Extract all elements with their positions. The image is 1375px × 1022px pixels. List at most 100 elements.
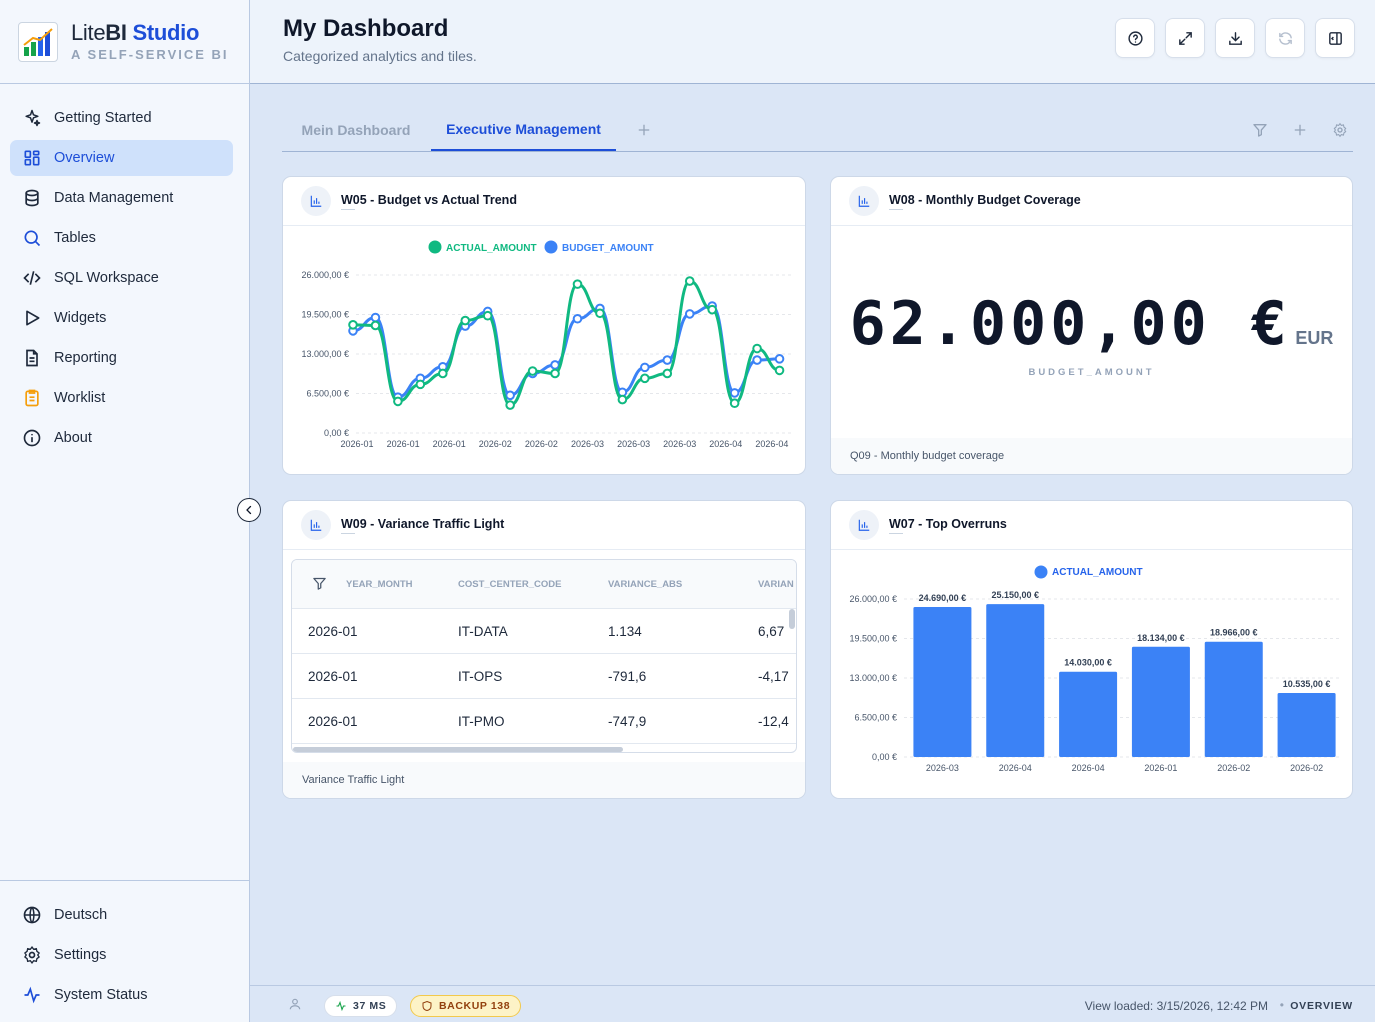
view-loaded-text: View loaded: 3/15/2026, 12:42 PM xyxy=(1084,999,1268,1013)
refresh-button[interactable] xyxy=(1265,18,1305,58)
data-point xyxy=(752,343,762,354)
chart-icon xyxy=(301,186,331,216)
dashboard-settings-button[interactable] xyxy=(1327,118,1353,142)
column-filter-button[interactable] xyxy=(312,576,327,596)
x-tick-label: 2026-03 xyxy=(617,439,650,449)
data-point xyxy=(572,313,583,324)
horizontal-scrollbar[interactable] xyxy=(293,747,623,752)
column-header[interactable]: VARIAN xyxy=(758,579,794,590)
column-header[interactable]: COST_CENTER_CODE xyxy=(458,579,562,590)
sidebar-item-label: Data Management xyxy=(54,190,174,206)
y-tick-label: 6.500,00 € xyxy=(854,713,897,723)
play-icon xyxy=(26,310,40,326)
data-point xyxy=(617,394,628,405)
y-tick-label: 19.500,00 € xyxy=(301,310,349,320)
tab-mein-dashboard[interactable]: Mein Dashboard xyxy=(301,121,411,138)
table-row[interactable]: 2026-01 IT-PMO -747,9 -12,4 xyxy=(292,699,796,744)
y-tick-label: 6.500,00 € xyxy=(306,389,349,399)
x-tick-label: 2026-02 xyxy=(525,439,558,449)
table-cell: IT-PMO xyxy=(458,714,505,729)
x-tick-label: 2026-03 xyxy=(663,439,696,449)
layout-grid-icon xyxy=(24,150,40,166)
data-point xyxy=(370,320,381,331)
y-tick-label: 19.500,00 € xyxy=(849,634,897,644)
fullscreen-button[interactable] xyxy=(1165,18,1205,58)
data-point xyxy=(393,396,403,407)
data-point xyxy=(707,304,717,315)
tab-executive-management[interactable]: Executive Management xyxy=(431,108,616,151)
plus-icon xyxy=(1294,124,1306,136)
x-tick-label: 2026-02 xyxy=(1217,763,1250,773)
data-point xyxy=(684,276,695,286)
table-row[interactable]: 2026-01 IT-DATA 1.134 6,67 xyxy=(292,609,796,654)
search-icon xyxy=(24,230,41,247)
sidebar-nav: Getting Started Overview Data Management Ta… xyxy=(10,100,233,460)
data-point xyxy=(640,362,650,373)
table-cell: 2026-01 xyxy=(308,669,358,684)
sidebar-item-getting-started[interactable]: Getting Started xyxy=(10,100,233,136)
widget-title: W05 - Budget vs Actual Trend xyxy=(341,193,517,210)
activity-icon xyxy=(336,1000,346,1012)
table-cell: -12,4 xyxy=(758,714,789,729)
widget-title: W07 - Top Overruns xyxy=(889,517,1007,534)
legend-swatch xyxy=(544,240,558,254)
toggle-panel-button[interactable] xyxy=(1315,18,1355,58)
app-logo-icon xyxy=(18,21,58,62)
activity-icon xyxy=(24,986,40,1004)
legend-swatch xyxy=(1034,565,1048,579)
x-tick-label: 2026-02 xyxy=(1290,763,1323,773)
widget-w08-card: W08 - Monthly Budget Coverage 62.000,00 … xyxy=(830,176,1353,475)
brand[interactable]: LiteBI Studio A SELF-SERVICE BI xyxy=(0,0,249,84)
dashboard-tabs: Mein Dashboard Executive Management xyxy=(282,108,1353,152)
sidebar-item-label: Tables xyxy=(54,230,96,246)
sidebar-item-reporting[interactable]: Reporting xyxy=(10,340,233,376)
sidebar-item-about[interactable]: About xyxy=(10,420,233,456)
table-cell: -747,9 xyxy=(608,714,647,729)
add-tab-button[interactable] xyxy=(632,108,656,151)
y-tick-label: 13.000,00 € xyxy=(301,349,349,359)
collapse-sidebar-button[interactable] xyxy=(237,498,261,522)
sidebar-item-label: Getting Started xyxy=(54,110,152,126)
legend-label: ACTUAL_AMOUNT xyxy=(446,243,537,254)
widget-footer: Variance Traffic Light xyxy=(283,762,805,798)
column-header[interactable]: VARIANCE_ABS xyxy=(608,579,683,590)
separator-dot: • xyxy=(1279,998,1284,1012)
sidebar-item-deutsch[interactable]: Deutsch xyxy=(10,897,233,933)
x-tick-label: 2026-02 xyxy=(479,439,512,449)
database-icon xyxy=(25,189,39,207)
kpi-label: BUDGET_AMOUNT xyxy=(1028,367,1155,378)
x-tick-label: 2026-04 xyxy=(709,439,742,449)
gear-icon xyxy=(24,945,40,965)
sidebar-item-data-management[interactable]: Data Management xyxy=(10,180,233,216)
latency-badge: 37 MS xyxy=(324,995,398,1017)
filter-icon xyxy=(313,577,326,590)
sidebar-item-tables[interactable]: Tables xyxy=(10,220,233,256)
column-header[interactable]: YEAR_MONTH xyxy=(346,579,413,590)
data-point xyxy=(482,310,493,321)
sidebar-item-widgets[interactable]: Widgets xyxy=(10,300,233,336)
table-cell: IT-OPS xyxy=(458,669,503,684)
help-button[interactable] xyxy=(1115,18,1155,58)
download-button[interactable] xyxy=(1215,18,1255,58)
sidebar-item-settings[interactable]: Settings xyxy=(10,937,233,973)
filter-button[interactable] xyxy=(1247,118,1273,142)
sidebar-item-system-status[interactable]: System Status xyxy=(10,977,233,1013)
sidebar-item-sql-workspace[interactable]: SQL Workspace xyxy=(10,260,233,296)
plus-icon xyxy=(638,124,650,135)
variance-table: YEAR_MONTH COST_CENTER_CODE VARIANCE_ABS… xyxy=(291,559,797,753)
widget-title: W09 - Variance Traffic Light xyxy=(341,517,504,534)
x-tick-label: 2026-01 xyxy=(340,439,373,449)
page-subtitle: Categorized analytics and tiles. xyxy=(283,48,477,64)
sidebar-item-worklist[interactable]: Worklist xyxy=(10,380,233,416)
sidebar-item-overview[interactable]: Overview xyxy=(10,140,233,176)
table-row[interactable]: 2026-01 IT-OPS -791,6 -4,17 xyxy=(292,654,796,699)
widget-w09-card: W09 - Variance Traffic Light YEAR_MONTH … xyxy=(282,500,806,799)
current-view-label: OVERVIEW xyxy=(1290,1000,1353,1012)
vertical-scrollbar[interactable] xyxy=(789,609,795,629)
add-widget-button[interactable] xyxy=(1287,118,1313,142)
y-tick-label: 0,00 € xyxy=(872,752,897,762)
refresh-icon xyxy=(1278,31,1292,45)
user-icon[interactable] xyxy=(288,997,302,1016)
data-label: 14.030,00 € xyxy=(1064,658,1112,668)
clipboard-list-icon xyxy=(25,389,39,407)
